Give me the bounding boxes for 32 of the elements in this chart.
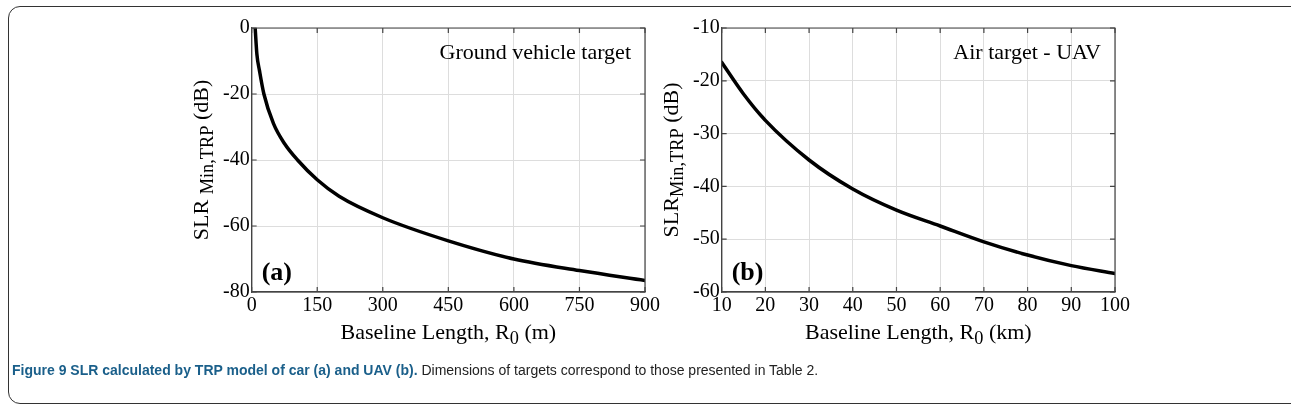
y-tick-label: -40 xyxy=(692,173,720,196)
x-tick-label: 90 xyxy=(1061,293,1082,316)
x-tick-label: 80 xyxy=(1017,293,1038,316)
x-tick-label: 70 xyxy=(973,293,994,316)
y-tick-label: -50 xyxy=(692,226,720,249)
text: Dimensions of targets correspond to those presented in Table 2. xyxy=(421,362,819,378)
y-tick-label: -60 xyxy=(222,213,250,236)
y-tick-label: -40 xyxy=(222,147,250,170)
x-tick-label: 450 xyxy=(433,293,464,316)
caption: Figure 9 SLR calculated by TRP model of car (a) and UAV (b). xyxy=(12,362,419,378)
annotation: (b) xyxy=(731,256,764,286)
y-tick-label: -20 xyxy=(222,81,250,104)
x-tick-label: 600 xyxy=(498,293,529,316)
x-tick-label: 150 xyxy=(302,293,333,316)
x-tick-label: 750 xyxy=(564,293,595,316)
x-tick-label: 100 xyxy=(1100,293,1130,316)
annotation: Ground vehicle target xyxy=(439,38,631,64)
annotation: (a) xyxy=(261,256,292,286)
x-tick-label: 300 xyxy=(367,293,398,316)
x-tick-label: 50 xyxy=(886,293,907,316)
y-tick-label: -30 xyxy=(692,120,720,143)
y-tick-label: -10 xyxy=(692,15,720,38)
x-tick-label: 60 xyxy=(930,293,951,316)
x-tick-label: 900 xyxy=(630,293,660,316)
x-axis-title: Baseline Length, R$_{0}$ (m) xyxy=(340,319,557,350)
x-tick-label: 40 xyxy=(842,293,863,316)
annotation: Air target - UAV xyxy=(953,38,1102,64)
x-axis-title: Baseline Length, R$_{0}$ (km) xyxy=(804,319,1032,350)
x-tick-label: 30 xyxy=(799,293,820,316)
y-tick-label: -20 xyxy=(692,68,720,91)
x-tick-label: 20 xyxy=(755,293,776,316)
y-tick-label: 0 xyxy=(239,15,250,38)
